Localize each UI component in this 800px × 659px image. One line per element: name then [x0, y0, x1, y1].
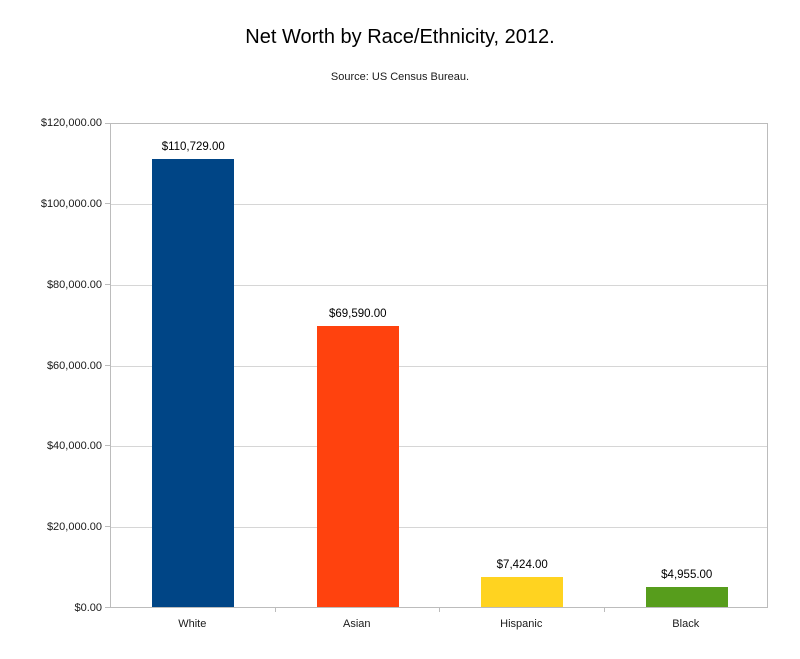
plot-area: $110,729.00 $69,590.00 $7,424.00 $4,955.00	[110, 123, 768, 608]
gridline	[111, 365, 767, 367]
y-axis-tick-label: $20,000.00	[46, 521, 102, 534]
y-axis-tick	[105, 364, 110, 366]
gridline	[111, 203, 767, 205]
gridline	[111, 284, 767, 286]
x-axis-category-label: Asian	[342, 618, 371, 630]
bar-value-label: $69,590.00	[328, 308, 387, 320]
chart-subtitle: Source: US Census Bureau.	[330, 71, 470, 83]
y-axis-tick-label: $80,000.00	[46, 278, 102, 291]
bar-value-label: $4,955.00	[661, 569, 713, 581]
bar-value-label: $7,424.00	[496, 559, 548, 571]
y-axis-tick-label: $100,000.00	[40, 197, 102, 210]
y-axis-tick	[105, 283, 110, 285]
y-axis-tick-label: $0.00	[74, 602, 102, 614]
y-axis-tick	[105, 202, 110, 204]
bar-asian	[316, 326, 399, 607]
bar-black	[645, 587, 728, 607]
x-axis-tick	[439, 608, 440, 612]
chart-title: Net Worth by Race/Ethnicity, 2012.	[245, 26, 555, 48]
y-axis-tick	[105, 123, 110, 124]
y-axis-tick-label: $120,000.00	[40, 117, 102, 129]
x-axis-category-label: Hispanic	[500, 618, 543, 630]
bar-value-label: $110,729.00	[161, 141, 225, 153]
y-axis-tick	[105, 526, 110, 528]
y-axis-tick-label: $60,000.00	[46, 359, 102, 372]
gridline	[111, 446, 767, 448]
y-axis-tick	[105, 445, 110, 447]
gridline	[111, 527, 767, 529]
x-axis-tick	[603, 608, 605, 612]
y-axis-tick	[105, 607, 110, 608]
y-axis-tick-label: $40,000.00	[46, 440, 102, 453]
x-axis-category-label: White	[178, 618, 207, 630]
bar-white	[152, 159, 235, 607]
x-axis-tick	[274, 608, 276, 612]
x-axis-category-label: Black	[672, 618, 700, 630]
bar-hispanic	[481, 577, 564, 607]
